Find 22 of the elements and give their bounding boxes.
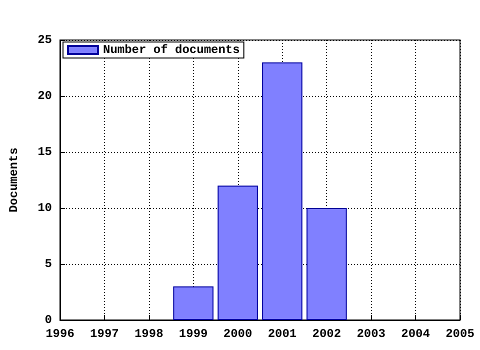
y-tick-label: 20 [38,89,52,103]
y-axis-title: Documents [7,148,21,212]
y-tick-label: 15 [38,145,52,159]
bar [306,208,347,320]
x-tick-label: 2004 [401,327,430,341]
bar [173,286,214,320]
x-tick-label: 1996 [46,327,74,341]
bar [262,62,302,320]
y-tick-label: 25 [38,33,52,47]
x-tick-label: 1998 [134,327,164,341]
x-tick-label: 1997 [90,327,119,341]
y-tick-label: 0 [44,313,52,327]
x-tick-label: 2002 [312,327,342,341]
y-tick-label: 5 [44,257,52,271]
y-tick-label: 10 [38,201,52,215]
x-tick-label: 2001 [268,327,297,341]
x-tick-label: 2005 [446,327,474,341]
bar [218,186,258,320]
x-tick-label: 1999 [178,327,208,341]
x-tick-label: 2003 [356,327,386,341]
legend-label: Number of documents [103,43,240,57]
x-tick-label: 2000 [223,327,252,341]
